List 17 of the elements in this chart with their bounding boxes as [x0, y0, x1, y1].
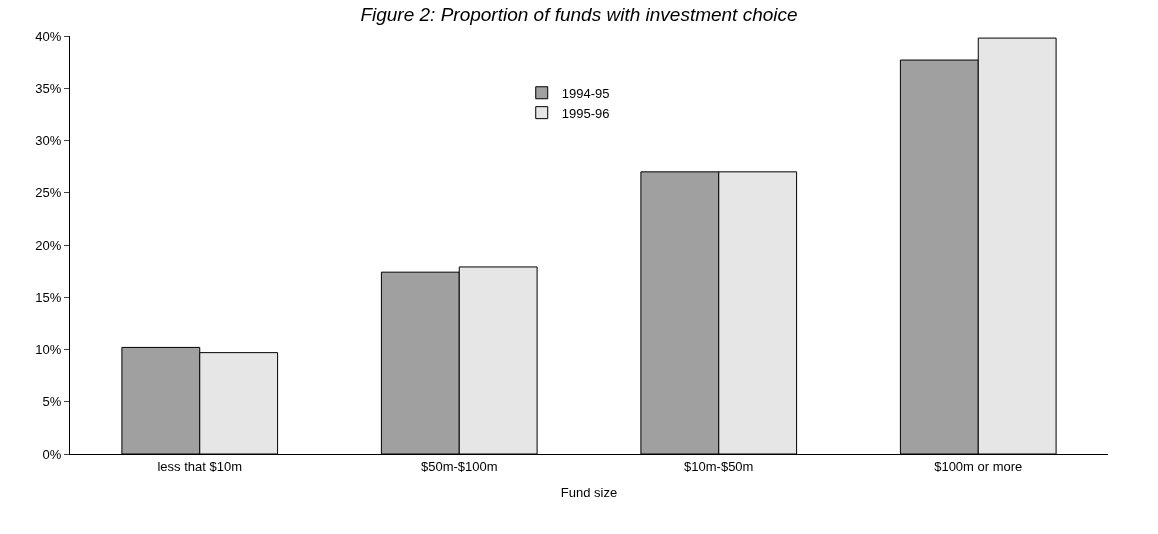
y-tick-label: 15% — [35, 289, 62, 305]
y-tick-label: 40% — [35, 28, 62, 44]
x-axis-title: Fund size — [560, 485, 618, 501]
chart-title: Figure 2: Proportion of funds with investment choice — [360, 4, 798, 26]
y-tick-label: 25% — [35, 185, 62, 201]
legend-label: 1994-95 — [561, 85, 610, 101]
y-tick-label: 35% — [35, 80, 62, 96]
y-tick-label: 5% — [42, 394, 62, 410]
x-tick-label: $50m-$100m — [420, 458, 498, 474]
x-tick-label: $100m or more — [934, 458, 1023, 474]
y-tick-label: 20% — [35, 237, 62, 253]
legend-label: 1995-96 — [561, 105, 610, 121]
y-tick-label: 0% — [42, 446, 62, 462]
x-tick-label: $10m-$50m — [684, 458, 754, 474]
y-tick-label: 10% — [35, 342, 62, 358]
y-tick-label: 30% — [35, 133, 62, 149]
x-tick-label: less that $10m — [157, 458, 243, 474]
